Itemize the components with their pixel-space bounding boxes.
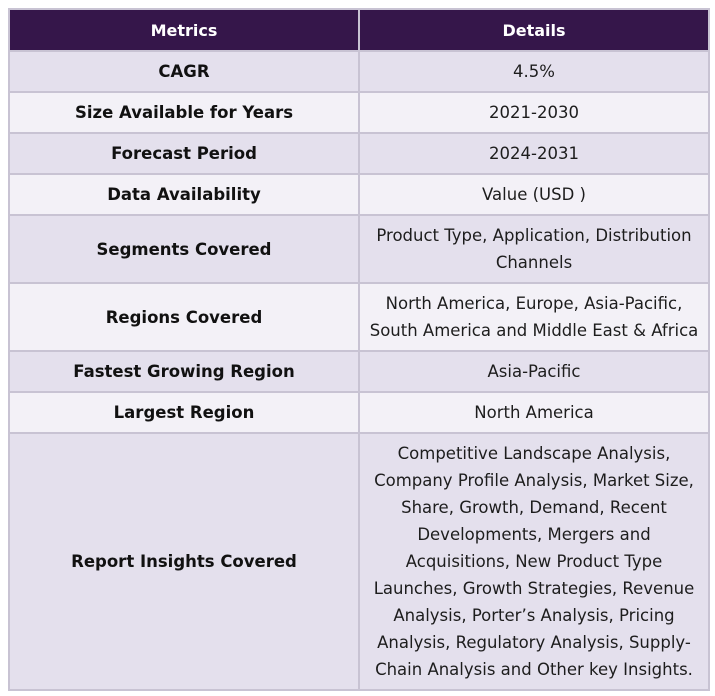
metric-cell: CAGR <box>8 50 360 93</box>
header-metrics: Metrics <box>8 8 360 52</box>
detail-cell: 4.5% <box>358 50 710 93</box>
metric-cell: Data Availability <box>8 173 360 216</box>
table-row: Largest Region North America <box>8 391 710 434</box>
detail-cell: North America, Europe, Asia-Pacific, Sou… <box>358 282 710 352</box>
table-row: Segments Covered Product Type, Applicati… <box>8 214 710 284</box>
metric-cell: Forecast Period <box>8 132 360 175</box>
metric-cell: Largest Region <box>8 391 360 434</box>
table-row: Forecast Period 2024-2031 <box>8 132 710 175</box>
table-row: Fastest Growing Region Asia-Pacific <box>8 350 710 393</box>
detail-cell: Asia-Pacific <box>358 350 710 393</box>
detail-cell: North America <box>358 391 710 434</box>
table-header-row: Metrics Details <box>8 8 710 52</box>
metric-cell: Regions Covered <box>8 282 360 352</box>
table-row: Regions Covered North America, Europe, A… <box>8 282 710 352</box>
detail-cell: Value (USD ) <box>358 173 710 216</box>
table-row: CAGR 4.5% <box>8 50 710 93</box>
metric-cell: Size Available for Years <box>8 91 360 134</box>
header-details: Details <box>358 8 710 52</box>
detail-cell: 2021-2030 <box>358 91 710 134</box>
metric-cell: Report Insights Covered <box>8 432 360 691</box>
metric-cell: Segments Covered <box>8 214 360 284</box>
table-row: Report Insights Covered Competitive Land… <box>8 432 710 691</box>
table-row: Data Availability Value (USD ) <box>8 173 710 216</box>
detail-cell: Competitive Landscape Analysis, Company … <box>358 432 710 691</box>
table-row: Size Available for Years 2021-2030 <box>8 91 710 134</box>
detail-cell: 2024-2031 <box>358 132 710 175</box>
detail-cell: Product Type, Application, Distribution … <box>358 214 710 284</box>
metric-cell: Fastest Growing Region <box>8 350 360 393</box>
metrics-table-container: Metrics Details CAGR 4.5% Size Available… <box>8 8 710 691</box>
metrics-table: Metrics Details CAGR 4.5% Size Available… <box>8 8 710 691</box>
